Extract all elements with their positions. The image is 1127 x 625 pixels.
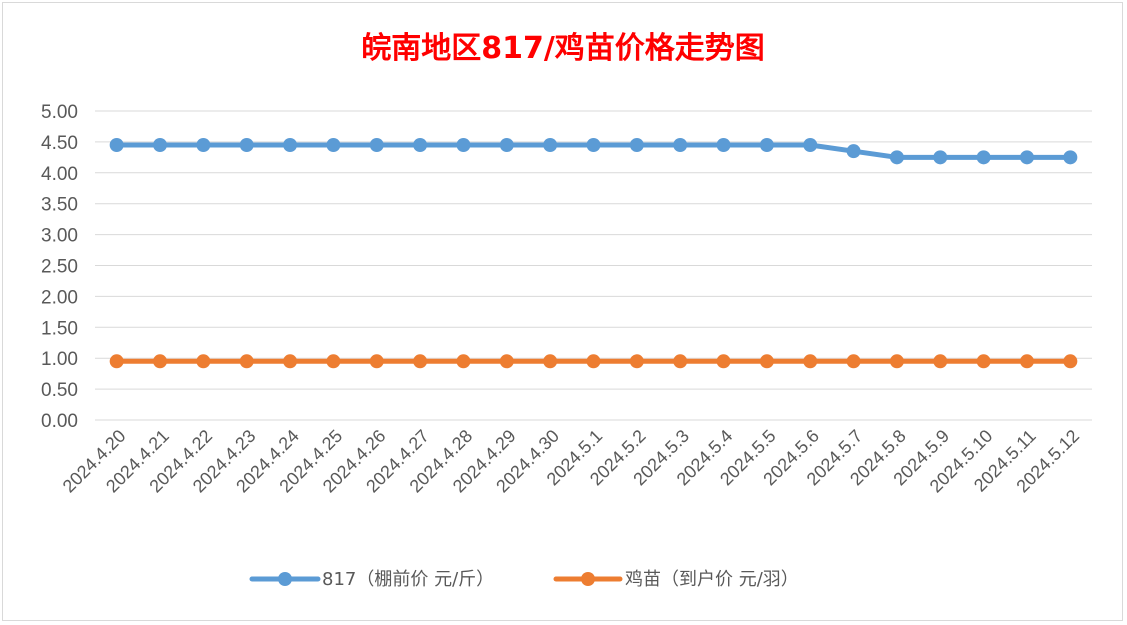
data-point[interactable] [889,354,904,369]
legend-label-chick: 鸡苗（到户价 元/羽） [625,569,799,590]
legend: 817（棚前价 元/斤） 鸡苗（到户价 元/羽） [249,569,799,590]
data-point[interactable] [889,150,904,165]
legend-marker-chick [581,572,595,586]
data-point[interactable] [369,137,384,152]
legend-item-817[interactable]: 817（棚前价 元/斤） [249,569,494,590]
data-point[interactable] [803,137,818,152]
data-point[interactable] [499,137,514,152]
data-point[interactable] [196,137,211,152]
data-point[interactable] [499,354,514,369]
data-point[interactable] [629,354,644,369]
legend-item-chick[interactable]: 鸡苗（到户价 元/羽） [553,569,799,590]
data-point[interactable] [326,354,341,369]
x-axis-ticks: 2024.4.202024.4.212024.4.222024.4.232024… [59,426,1083,497]
data-point[interactable] [976,150,991,165]
data-point[interactable] [716,354,731,369]
data-point[interactable] [673,354,688,369]
data-point[interactable] [759,137,774,152]
data-point[interactable] [109,354,124,369]
data-point[interactable] [1063,354,1078,369]
series-1 [109,354,1078,369]
data-point[interactable] [456,354,471,369]
legend-label-817: 817（棚前价 元/斤） [322,569,494,590]
data-point[interactable] [846,354,861,369]
y-tick-label: 0.50 [41,380,78,401]
data-point[interactable] [933,150,948,165]
series-0 [109,137,1078,165]
y-tick-label: 5.00 [41,102,78,123]
data-point[interactable] [586,137,601,152]
data-point[interactable] [629,137,644,152]
data-point[interactable] [153,354,168,369]
y-tick-label: 1.50 [41,318,78,339]
data-point[interactable] [413,137,428,152]
y-tick-label: 4.50 [41,133,78,154]
y-tick-label: 0.00 [41,411,78,432]
data-point[interactable] [1019,150,1034,165]
y-axis-ticks: 0.00 0.50 1.00 1.50 2.00 2.50 3.00 3.50 4.00 4.50… [41,102,78,432]
data-point[interactable] [283,137,298,152]
data-point[interactable] [846,144,861,159]
data-point[interactable] [1019,354,1034,369]
data-point[interactable] [326,137,341,152]
data-point[interactable] [109,137,124,152]
data-point[interactable] [196,354,211,369]
data-point[interactable] [543,137,558,152]
data-point[interactable] [976,354,991,369]
chart-title: 皖南地区817/鸡苗价格走势图 [361,31,765,66]
y-tick-label: 4.00 [41,164,78,185]
data-point[interactable] [586,354,601,369]
y-tick-label: 1.00 [41,349,78,370]
data-point[interactable] [369,354,384,369]
data-point[interactable] [803,354,818,369]
series-layer [109,137,1078,369]
data-point[interactable] [153,137,168,152]
data-point[interactable] [716,137,731,152]
data-point[interactable] [283,354,298,369]
y-tick-label: 2.50 [41,257,78,278]
y-tick-label: 3.50 [41,195,78,216]
data-point[interactable] [1063,150,1078,165]
data-point[interactable] [543,354,558,369]
y-tick-label: 2.00 [41,287,78,308]
legend-marker-817 [278,572,292,586]
data-point[interactable] [759,354,774,369]
data-point[interactable] [239,137,254,152]
data-point[interactable] [456,137,471,152]
data-point[interactable] [413,354,428,369]
data-point[interactable] [933,354,948,369]
y-tick-label: 3.00 [41,226,78,247]
data-point[interactable] [673,137,688,152]
data-point[interactable] [239,354,254,369]
